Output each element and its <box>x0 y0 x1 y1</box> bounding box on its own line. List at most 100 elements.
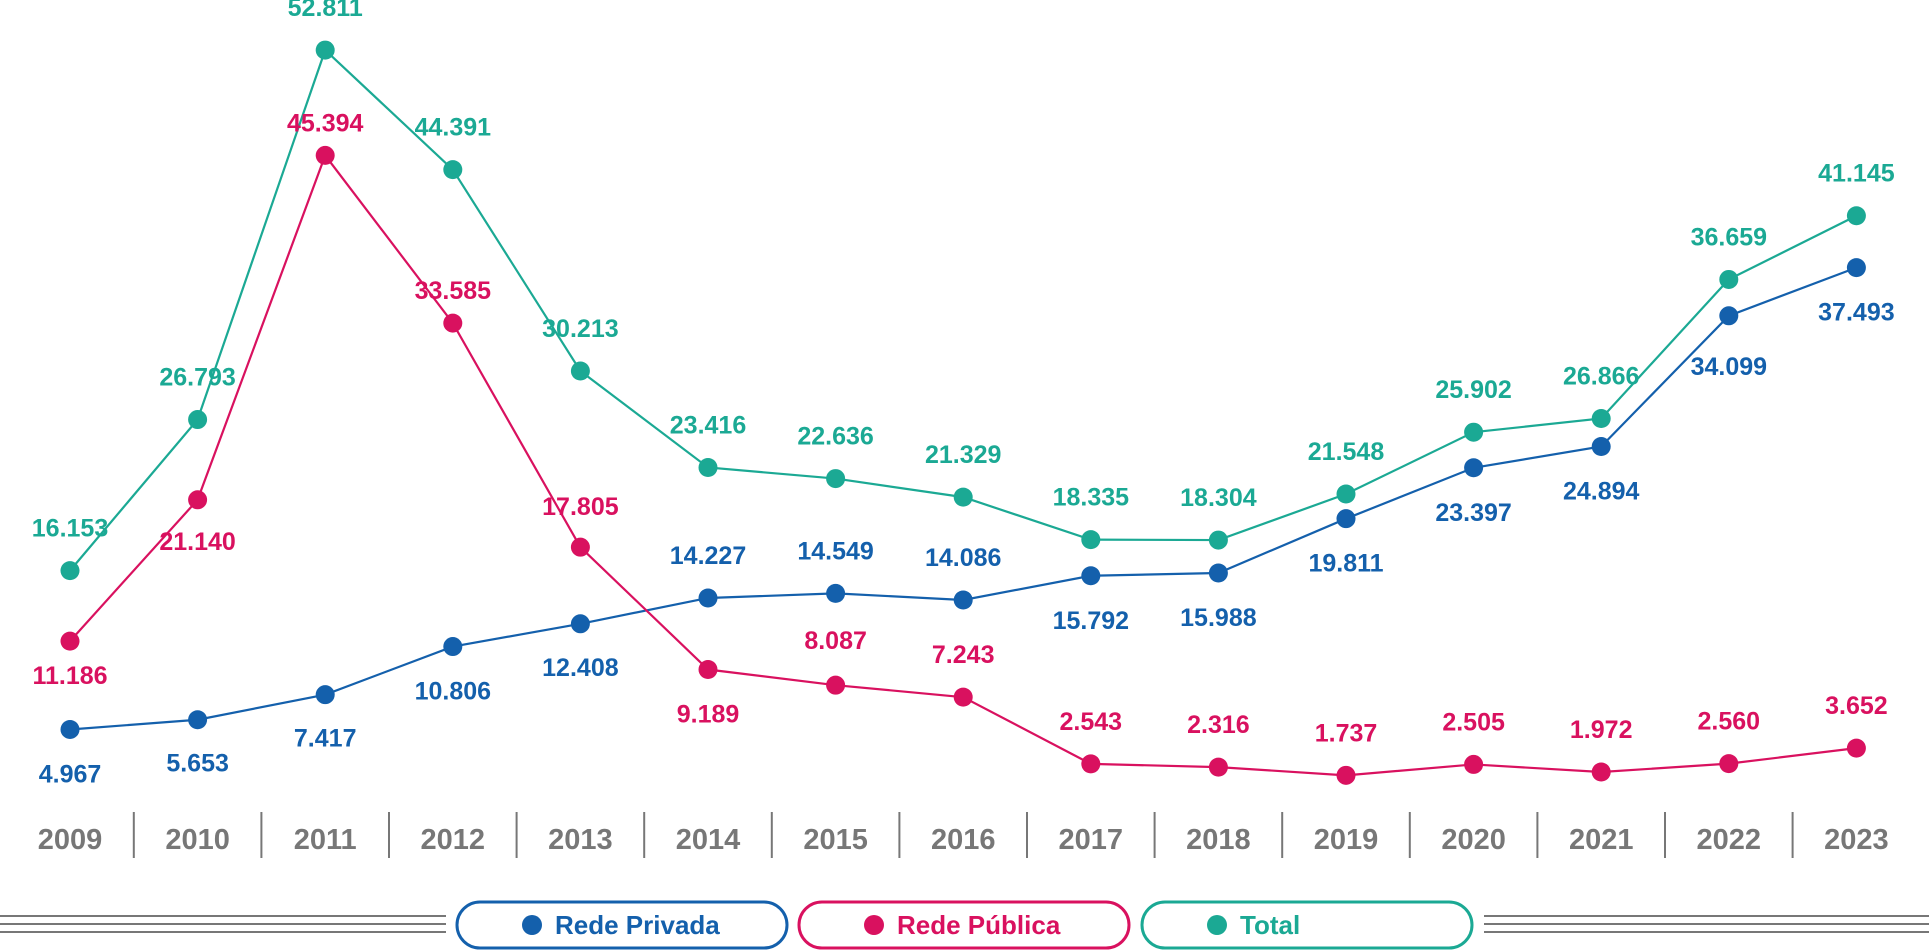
legend-marker-rede-privada <box>522 915 542 935</box>
data-label-rede-p-blica-2023: 3.652 <box>1825 692 1888 720</box>
data-point-total-2023 <box>1846 206 1866 226</box>
legend-pill <box>797 900 1131 950</box>
data-point-rede-privada-2013 <box>570 614 590 634</box>
legend: Rede Privada Rede Pública Total <box>0 900 1929 950</box>
data-point-rede-privada-2020 <box>1464 458 1484 478</box>
x-tick-label-2020: 2020 <box>1441 824 1506 856</box>
data-point-rede-p-blica-2013 <box>570 537 590 557</box>
legend-label-rede-p-blica: Rede Pública <box>897 910 1061 940</box>
data-point-rede-privada-2010 <box>188 710 208 730</box>
x-tick-label-2014: 2014 <box>676 824 741 856</box>
data-point-rede-p-blica-2022 <box>1719 754 1739 774</box>
data-label-rede-p-blica-2012: 33.585 <box>415 277 492 305</box>
data-point-total-2020 <box>1464 422 1484 442</box>
data-label-total-2021: 26.866 <box>1563 363 1639 391</box>
data-point-rede-p-blica-2019 <box>1336 765 1356 785</box>
data-label-total-2013: 30.213 <box>542 315 618 343</box>
data-label-total-2014: 23.416 <box>670 411 746 439</box>
legend-label-rede-privada: Rede Privada <box>555 910 720 940</box>
data-label-rede-p-blica-2009: 11.186 <box>32 662 107 690</box>
x-tick-label-2021: 2021 <box>1569 824 1634 856</box>
data-point-rede-privada-2018 <box>1208 563 1228 583</box>
legend-label-total: Total <box>1240 910 1300 940</box>
data-point-rede-privada-2012 <box>443 637 463 657</box>
data-point-total-2022 <box>1719 269 1739 289</box>
data-label-rede-privada-2015: 14.549 <box>797 537 873 565</box>
data-label-total-2010: 26.793 <box>159 364 235 392</box>
data-label-rede-privada-2018: 15.988 <box>1180 604 1257 632</box>
data-label-total-2017: 18.335 <box>1053 484 1130 512</box>
data-label-rede-p-blica-2022: 2.560 <box>1698 708 1761 736</box>
data-label-total-2015: 22.636 <box>797 423 873 451</box>
data-point-total-2012 <box>443 160 463 180</box>
data-label-rede-p-blica-2011: 45.394 <box>287 109 364 137</box>
data-label-rede-privada-2019: 19.811 <box>1308 550 1383 578</box>
year-separators <box>132 812 1794 858</box>
data-point-rede-privada-2022 <box>1719 306 1739 326</box>
data-point-rede-p-blica-2023 <box>1846 738 1866 758</box>
data-label-rede-p-blica-2014: 9.189 <box>677 701 740 729</box>
data-point-total-2009 <box>60 561 80 581</box>
data-label-rede-p-blica-2013: 17.805 <box>542 493 619 521</box>
data-point-rede-privada-2016 <box>953 590 973 610</box>
data-labels: 4.967 5.653 7.417 10.806 12.408 14.227 14.549 1… <box>32 0 1895 788</box>
data-point-total-2013 <box>570 361 590 381</box>
data-label-rede-p-blica-2010: 21.140 <box>159 528 235 556</box>
x-axis-years: 2009 2010 2011 2012 2013 2014 2015 2016 2017 2018… <box>38 824 1889 856</box>
data-label-total-2011: 52.811 <box>288 0 363 22</box>
x-tick-label-2009: 2009 <box>38 824 103 856</box>
data-point-rede-p-blica-2014 <box>698 660 718 680</box>
data-label-rede-p-blica-2021: 1.972 <box>1570 716 1633 744</box>
legend-marker-rede-p-blica <box>864 915 884 935</box>
data-point-total-2014 <box>698 457 718 477</box>
x-tick-label-2011: 2011 <box>294 824 357 856</box>
series-points <box>60 40 1866 785</box>
data-point-rede-privada-2023 <box>1846 258 1866 278</box>
x-tick-label-2023: 2023 <box>1824 824 1889 856</box>
data-point-rede-privada-2015 <box>826 583 846 603</box>
data-point-rede-p-blica-2009 <box>60 631 80 651</box>
data-label-rede-privada-2017: 15.792 <box>1053 607 1129 635</box>
legend-item-rede-p-blica: Rede Pública <box>797 900 1131 950</box>
data-point-rede-privada-2009 <box>60 719 80 739</box>
data-label-total-2019: 21.548 <box>1308 438 1385 466</box>
data-point-rede-p-blica-2018 <box>1208 757 1228 777</box>
data-label-rede-p-blica-2016: 7.243 <box>932 641 995 669</box>
x-tick-label-2013: 2013 <box>548 824 613 856</box>
data-point-total-2017 <box>1081 530 1101 550</box>
data-label-rede-p-blica-2018: 2.316 <box>1187 711 1250 739</box>
data-label-rede-p-blica-2015: 8.087 <box>804 627 867 655</box>
data-label-total-2012: 44.391 <box>415 114 492 142</box>
x-tick-label-2010: 2010 <box>165 824 230 856</box>
x-tick-label-2017: 2017 <box>1059 824 1124 856</box>
data-label-total-2023: 41.145 <box>1818 160 1895 188</box>
data-label-rede-privada-2010: 5.653 <box>166 750 229 778</box>
data-point-rede-p-blica-2021 <box>1591 762 1611 782</box>
data-point-total-2021 <box>1591 409 1611 429</box>
data-point-rede-privada-2017 <box>1081 566 1101 586</box>
data-point-rede-p-blica-2012 <box>443 313 463 333</box>
data-point-total-2018 <box>1208 530 1228 550</box>
data-label-total-2022: 36.659 <box>1691 223 1767 251</box>
data-label-rede-privada-2023: 37.493 <box>1818 299 1894 327</box>
x-tick-label-2016: 2016 <box>931 824 996 856</box>
data-point-rede-privada-2021 <box>1591 437 1611 457</box>
data-point-rede-p-blica-2016 <box>953 687 973 707</box>
legend-item-rede-privada: Rede Privada <box>455 900 789 950</box>
data-label-total-2016: 21.329 <box>925 441 1001 469</box>
data-point-total-2015 <box>826 469 846 489</box>
x-tick-label-2012: 2012 <box>421 824 486 856</box>
data-label-rede-privada-2020: 23.397 <box>1435 499 1511 527</box>
data-label-rede-privada-2009: 4.967 <box>39 760 102 788</box>
data-point-total-2010 <box>188 410 208 430</box>
data-point-rede-p-blica-2011 <box>315 145 335 165</box>
data-point-rede-p-blica-2015 <box>826 675 846 695</box>
data-label-rede-p-blica-2017: 2.543 <box>1060 708 1123 736</box>
data-point-rede-p-blica-2017 <box>1081 754 1101 774</box>
data-label-rede-privada-2011: 7.417 <box>294 725 357 753</box>
data-label-rede-privada-2016: 14.086 <box>925 544 1001 572</box>
data-point-total-2016 <box>953 487 973 507</box>
data-point-rede-p-blica-2010 <box>188 490 208 510</box>
data-label-rede-privada-2022: 34.099 <box>1691 353 1767 381</box>
